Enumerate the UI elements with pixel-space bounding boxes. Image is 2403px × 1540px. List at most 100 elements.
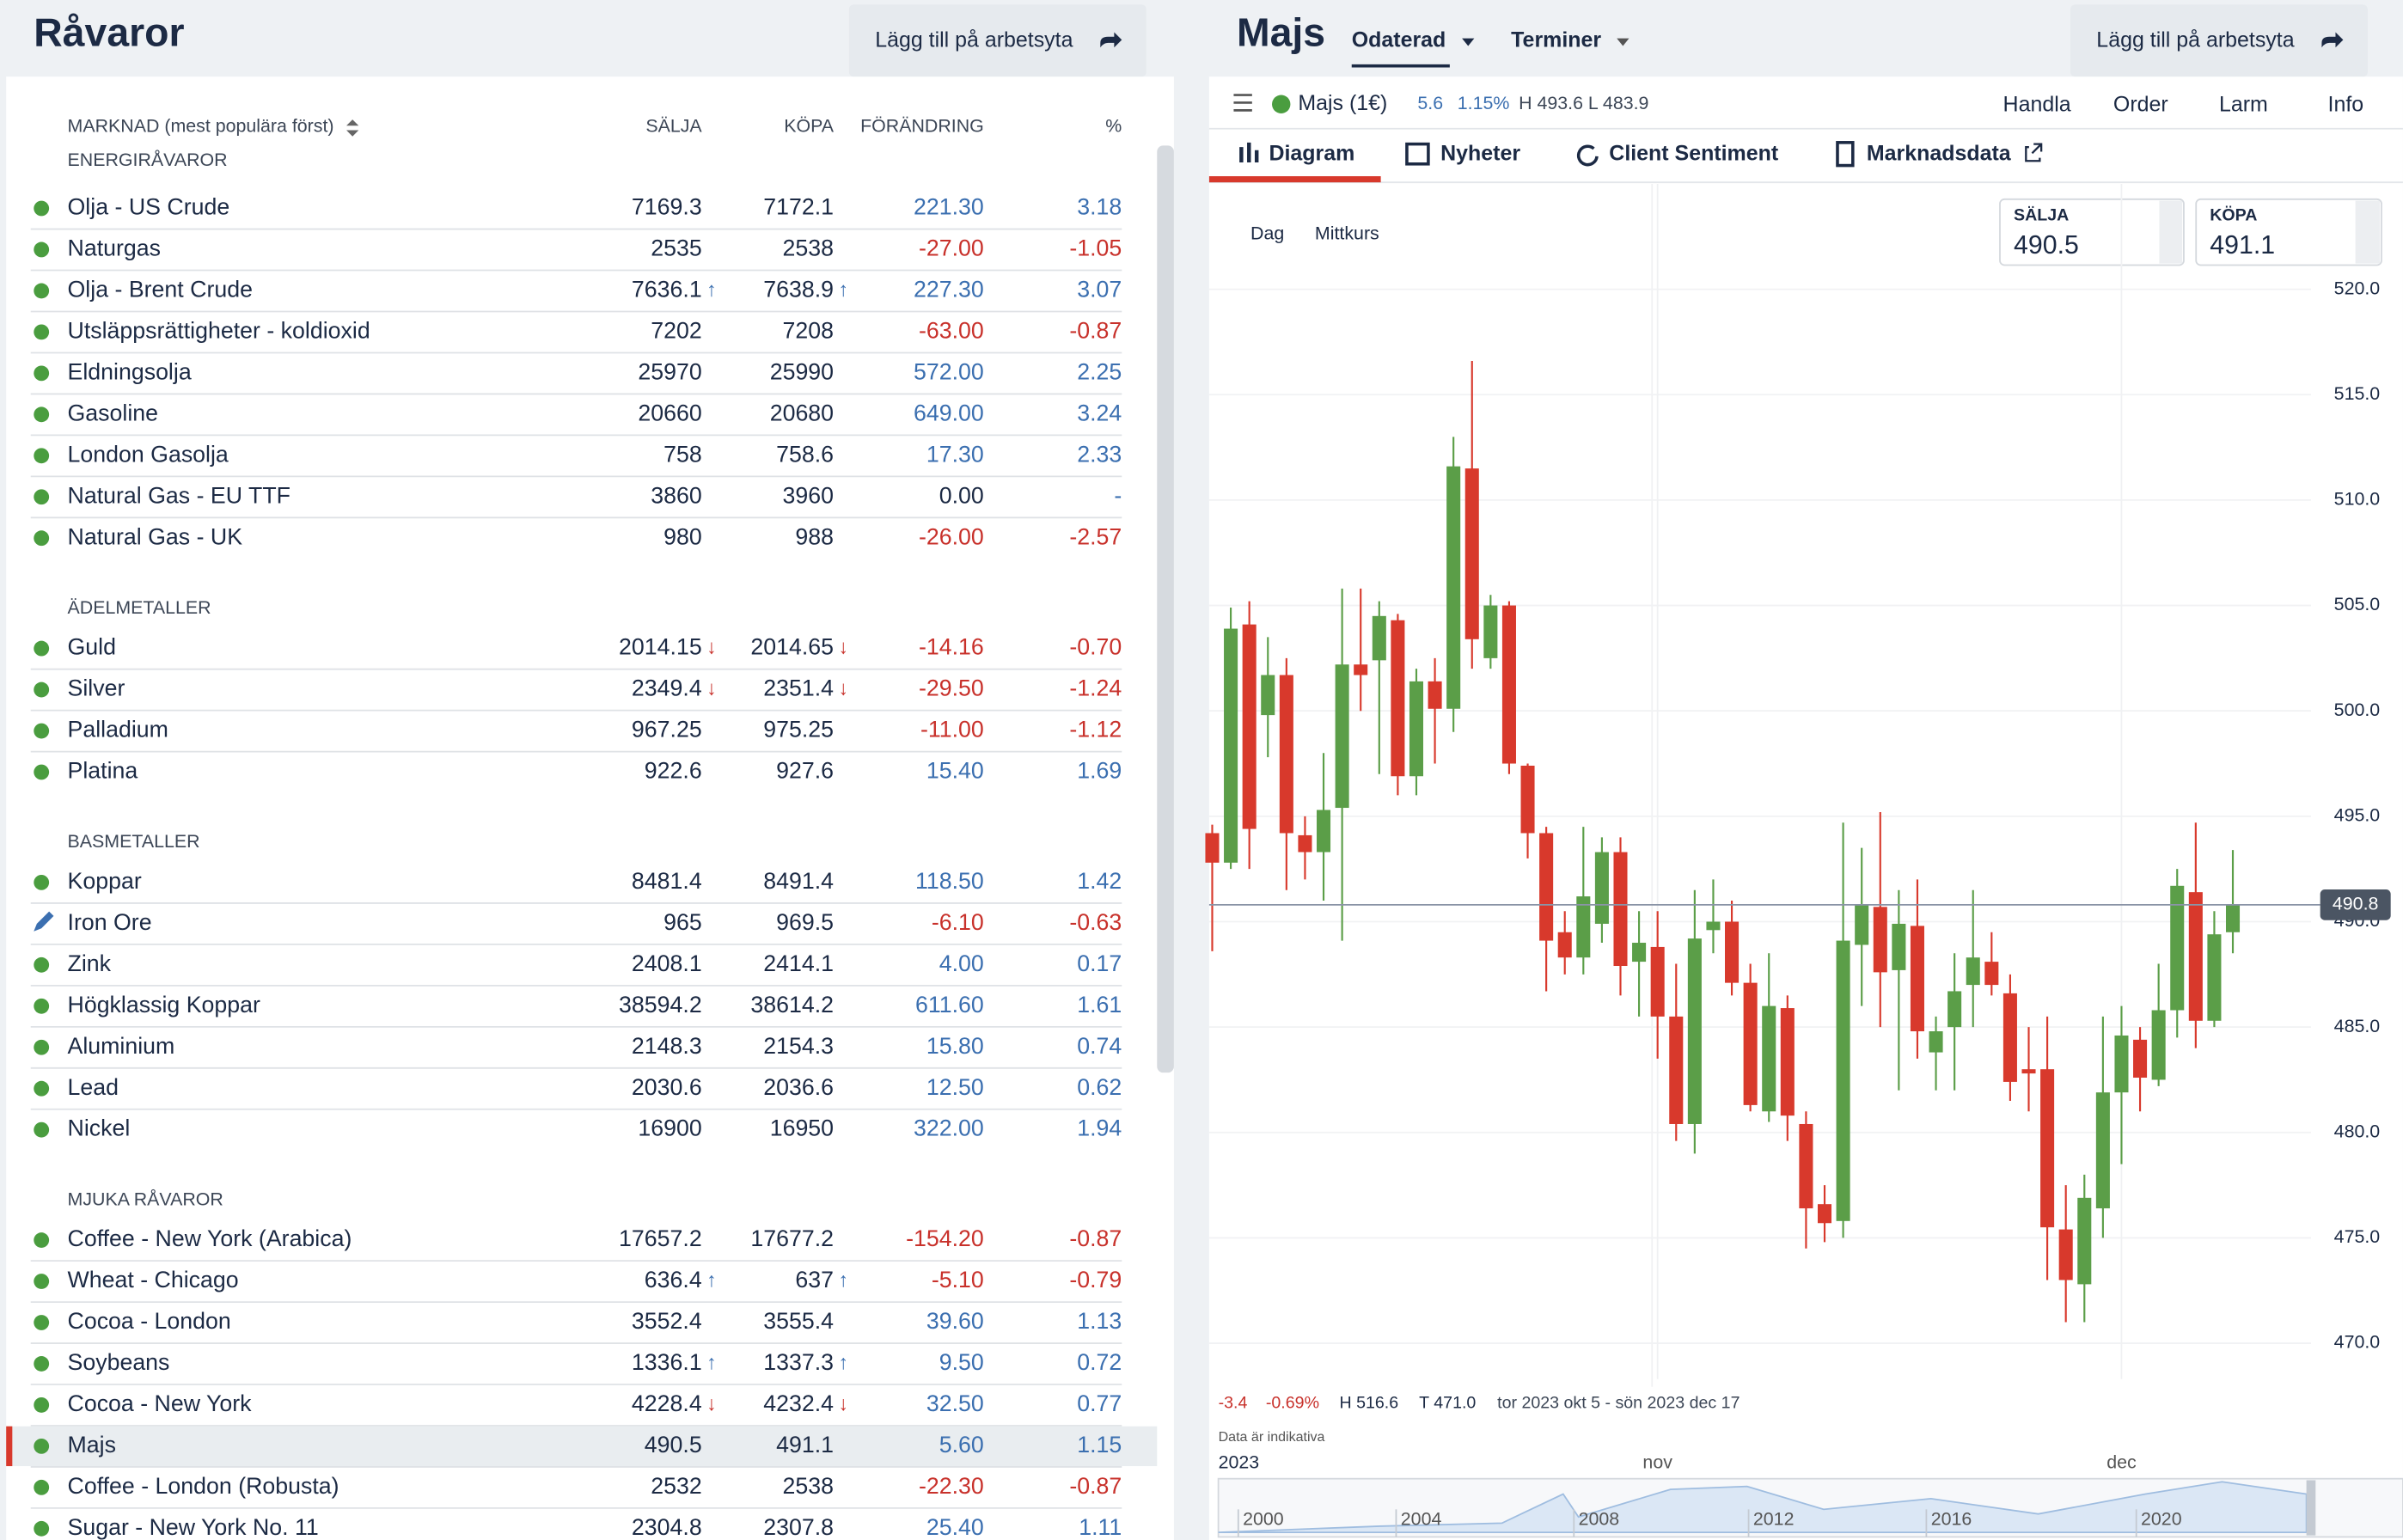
navigator-year: 2016	[1931, 1508, 1972, 1529]
action[interactable]: Handla	[2003, 93, 2071, 117]
pct: -0.63	[1069, 909, 1122, 935]
buy: 988	[795, 523, 834, 549]
change: 0.00	[939, 482, 984, 508]
tab[interactable]: Marknadsdata	[1867, 142, 2012, 166]
tab[interactable]: Client Sentiment	[1609, 142, 1778, 166]
sell: 758	[663, 441, 702, 467]
sell-box[interactable]	[1999, 198, 2185, 266]
market-name: Majs	[68, 1432, 116, 1458]
buy-box[interactable]	[2195, 198, 2382, 266]
buy: 1337.3	[763, 1349, 834, 1375]
candle-body	[1966, 957, 1980, 986]
candle-body	[2058, 1229, 2073, 1280]
button[interactable]	[2070, 4, 2368, 77]
market-name: Olja - Brent Crude	[68, 276, 253, 302]
market-name: Gasoline	[68, 400, 159, 425]
tab[interactable]: Nyheter	[1440, 142, 1520, 166]
candle-body	[1650, 946, 1665, 1017]
candle-body	[1391, 620, 1405, 777]
trend-arrow: ↓	[838, 636, 848, 658]
candle-body	[1279, 675, 1293, 834]
navigator-area	[1218, 1481, 2308, 1533]
market-name: Utsläppsrättigheter - koldioxid	[68, 317, 370, 343]
candle-body	[1335, 664, 1349, 809]
period[interactable]: Mittkurs	[1315, 223, 1379, 243]
status-dot	[34, 241, 50, 258]
footer-low: T 471.0	[1419, 1393, 1476, 1412]
x-tick-label: dec	[2106, 1452, 2137, 1473]
sell-price: 490.5	[2014, 231, 2079, 260]
y-tick-label: 480.0	[2334, 1121, 2381, 1141]
column-header: KÖPA	[784, 116, 835, 137]
change: 32.50	[926, 1390, 984, 1416]
change: -63.00	[919, 317, 984, 343]
pct: 0.17	[1077, 950, 1122, 976]
market-name: Cocoa - New York	[68, 1390, 253, 1416]
candle-body	[1428, 681, 1442, 709]
status-dot	[34, 489, 50, 505]
pct: 1.11	[1079, 1514, 1122, 1540]
scrollbar[interactable]	[1157, 145, 1174, 1073]
change: 39.60	[926, 1308, 984, 1334]
change: 17.30	[926, 441, 984, 467]
buy: 2154.3	[763, 1033, 834, 1059]
candle-body	[1799, 1123, 1813, 1209]
pct: 1.42	[1077, 868, 1122, 894]
pct: 3.24	[1077, 400, 1122, 425]
candle-body	[1557, 932, 1572, 958]
trend-arrow: ↓	[706, 1392, 717, 1415]
section-header: ENERGIRÅVAROR	[68, 150, 228, 170]
y-tick-label: 520.0	[2334, 278, 2381, 298]
footer-range: tor 2023 okt 5 - sön 2023 dec 17	[1497, 1393, 1740, 1412]
market-name: Natural Gas - UK	[68, 523, 243, 549]
change: 118.50	[915, 868, 984, 894]
candle-body	[1984, 962, 1999, 986]
change-pct: 1.15%	[1458, 93, 1510, 113]
menu-item[interactable]: Odaterad	[1352, 28, 1446, 52]
menu-item[interactable]: Terminer	[1511, 28, 1601, 52]
status-dot	[34, 1315, 50, 1330]
candle-body	[1669, 1016, 1684, 1124]
candle-body	[1929, 1031, 1943, 1053]
change: 649.00	[914, 400, 984, 425]
sell: 1336.1	[632, 1349, 702, 1375]
button-label[interactable]: Lägg till på arbetsyta	[2096, 28, 2294, 52]
buy: 25990	[770, 358, 834, 384]
right-panel	[1208, 76, 2403, 1540]
candle-body	[2002, 993, 2017, 1082]
tab-icon	[1239, 142, 1259, 163]
candle-body	[1483, 605, 1498, 658]
market-name: Lead	[68, 1074, 119, 1100]
change: 572.00	[914, 358, 984, 384]
status-dot	[34, 448, 50, 464]
menu-icon[interactable]	[1233, 94, 1252, 112]
section-header: BASMETALLER	[68, 831, 200, 852]
tab[interactable]: Diagram	[1269, 142, 1354, 166]
pct: -0.87	[1069, 317, 1122, 343]
candle-body	[1613, 852, 1628, 967]
navigator-handle[interactable]	[2306, 1480, 2316, 1536]
candle-body	[1317, 810, 1331, 852]
candle-body	[1836, 940, 1850, 1221]
sell: 7169.3	[632, 194, 702, 220]
trend-arrow: ↓	[706, 636, 717, 658]
status-dot	[34, 283, 50, 299]
navigator-year: 2004	[1401, 1508, 1442, 1529]
candle-body	[1817, 1204, 1832, 1224]
period[interactable]: Dag	[1250, 223, 1284, 243]
button[interactable]	[848, 4, 1146, 77]
sell: 490.5	[645, 1432, 702, 1458]
action[interactable]: Larm	[2219, 93, 2268, 117]
instrument-title: Majs	[1237, 9, 1325, 54]
candle-body	[1354, 664, 1368, 675]
candle-body	[1298, 834, 1312, 852]
button-label[interactable]: Lägg till på arbetsyta	[875, 28, 1073, 52]
sell: 20660	[638, 400, 701, 425]
column-header: FÖRÄNDRING	[860, 116, 984, 137]
market-name: Coffee - London (Robusta)	[68, 1473, 339, 1499]
market-name: Coffee - New York (Arabica)	[68, 1225, 352, 1251]
action[interactable]: Order	[2113, 93, 2168, 117]
page-title: Råvaror	[34, 9, 184, 54]
status-dot	[34, 1520, 50, 1537]
action[interactable]: Info	[2328, 93, 2364, 117]
